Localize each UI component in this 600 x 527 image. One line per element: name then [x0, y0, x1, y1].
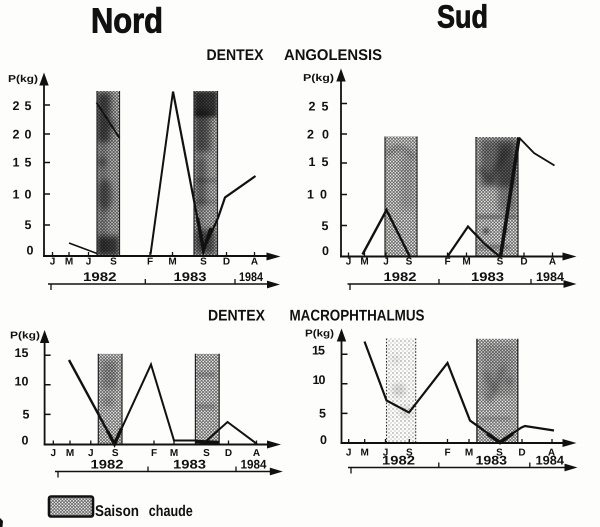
svg-text:D: D	[520, 257, 527, 268]
svg-text:A: A	[251, 257, 258, 268]
svg-text:S: S	[497, 257, 504, 268]
svg-text:5: 5	[25, 218, 32, 232]
svg-text:M: M	[170, 448, 178, 459]
svg-text:J: J	[383, 448, 389, 459]
svg-text:5: 5	[319, 407, 326, 421]
svg-text:F: F	[444, 257, 450, 268]
svg-text:1984: 1984	[239, 270, 263, 284]
svg-text:DENTEX: DENTEX	[207, 47, 265, 64]
svg-text:S: S	[112, 448, 119, 459]
svg-text:J: J	[383, 257, 389, 268]
svg-text:S: S	[406, 257, 413, 268]
svg-text:D: D	[225, 448, 232, 459]
svg-text:10: 10	[313, 373, 326, 387]
svg-text:MACROPHTHALMUS: MACROPHTHALMUS	[290, 308, 425, 325]
svg-text:J: J	[50, 257, 56, 268]
svg-text:A: A	[253, 448, 260, 459]
svg-text:1984: 1984	[536, 270, 564, 284]
svg-text:F: F	[151, 448, 157, 459]
svg-text:J: J	[51, 448, 57, 459]
svg-text:0: 0	[320, 433, 327, 447]
svg-text:S: S	[203, 448, 210, 459]
svg-text:M: M	[465, 448, 473, 459]
svg-text:D: D	[518, 448, 525, 459]
svg-text:15: 15	[15, 346, 29, 360]
svg-text:0: 0	[322, 244, 329, 258]
svg-text:Nord: Nord	[91, 2, 163, 41]
svg-text:1982: 1982	[91, 458, 124, 472]
svg-text:P(kg): P(kg)	[10, 331, 40, 342]
svg-text:1984: 1984	[241, 458, 267, 472]
svg-text:A: A	[549, 257, 556, 268]
svg-text:P(kg): P(kg)	[8, 74, 38, 85]
svg-text:1983: 1983	[173, 458, 206, 472]
svg-text:1982: 1982	[382, 454, 415, 468]
svg-text:M: M	[361, 448, 369, 459]
svg-text:M: M	[462, 257, 470, 268]
svg-text:10: 10	[15, 375, 29, 389]
svg-text:1983: 1983	[174, 270, 207, 284]
svg-text:0: 0	[27, 244, 34, 258]
svg-text:M: M	[66, 448, 74, 459]
svg-text:S: S	[110, 257, 117, 268]
svg-text:Saison: Saison	[95, 503, 139, 520]
svg-text:J: J	[346, 448, 352, 459]
svg-text:J: J	[346, 257, 352, 268]
svg-text:5: 5	[322, 219, 329, 233]
svg-text:1983: 1983	[476, 454, 508, 468]
svg-text:S: S	[200, 257, 207, 268]
svg-text:5: 5	[23, 407, 30, 421]
svg-text:0: 0	[22, 434, 29, 448]
svg-text:D: D	[223, 257, 230, 268]
svg-text:J: J	[86, 257, 92, 268]
svg-text:ANGOLENSIS: ANGOLENSIS	[284, 47, 382, 64]
svg-text:1982: 1982	[83, 270, 117, 284]
svg-text:M: M	[168, 257, 176, 268]
svg-text:chaude: chaude	[149, 503, 193, 520]
svg-text:J: J	[88, 448, 94, 459]
svg-text:M: M	[65, 257, 73, 268]
svg-text:A: A	[548, 448, 555, 459]
svg-text:S: S	[406, 448, 413, 459]
svg-text:DENTEX: DENTEX	[208, 308, 266, 325]
svg-text:F: F	[147, 257, 153, 268]
svg-text:F: F	[444, 448, 450, 459]
svg-text:15: 15	[312, 344, 325, 358]
svg-text:1982: 1982	[384, 270, 417, 284]
svg-text:P(kg): P(kg)	[303, 73, 334, 84]
svg-text:1984: 1984	[536, 454, 565, 468]
svg-text:S: S	[496, 448, 503, 459]
svg-text:Sud: Sud	[437, 0, 488, 35]
svg-text:P(kg): P(kg)	[305, 329, 334, 340]
svg-text:1983: 1983	[471, 270, 504, 284]
svg-text:M: M	[360, 257, 368, 268]
